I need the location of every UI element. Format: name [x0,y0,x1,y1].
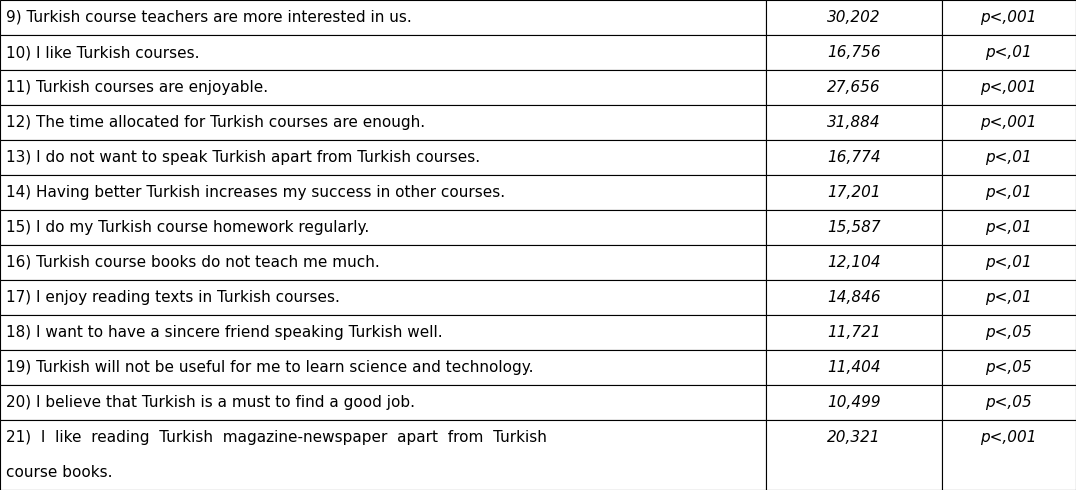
Bar [766,350,942,385]
Text: 17) I enjoy reading texts in Turkish courses.: 17) I enjoy reading texts in Turkish cou… [6,290,340,305]
Text: 18) I want to have a sincere friend speaking Turkish well.: 18) I want to have a sincere friend spea… [6,325,442,340]
Text: 14,846: 14,846 [827,290,880,305]
Bar [942,70,1076,105]
Bar [942,280,1076,315]
Bar [942,105,1076,140]
Bar [0,385,766,420]
Text: 19) Turkish will not be useful for me to learn science and technology.: 19) Turkish will not be useful for me to… [6,360,534,375]
Bar [942,0,1076,35]
Bar [942,140,1076,175]
Bar [0,105,766,140]
Text: 10,499: 10,499 [827,395,880,410]
Bar [766,420,942,490]
Text: 27,656: 27,656 [827,80,880,95]
Text: p<,01: p<,01 [986,150,1032,165]
Text: 9) Turkish course teachers are more interested in us.: 9) Turkish course teachers are more inte… [6,10,412,25]
Bar [942,35,1076,70]
Bar [942,420,1076,490]
Bar [0,245,766,280]
Text: course books.: course books. [6,465,113,480]
Bar [766,315,942,350]
Text: p<,001: p<,001 [980,80,1037,95]
Bar [766,245,942,280]
Text: 16,756: 16,756 [827,45,880,60]
Bar [0,0,766,35]
Text: 16) Turkish course books do not teach me much.: 16) Turkish course books do not teach me… [6,255,380,270]
Bar [766,385,942,420]
Text: 14) Having better Turkish increases my success in other courses.: 14) Having better Turkish increases my s… [6,185,505,200]
Bar [0,35,766,70]
Text: p<,01: p<,01 [986,220,1032,235]
Text: 11,404: 11,404 [827,360,880,375]
Bar [0,175,766,210]
Text: 10) I like Turkish courses.: 10) I like Turkish courses. [6,45,199,60]
Bar [766,140,942,175]
Bar [0,350,766,385]
Bar [942,385,1076,420]
Bar [942,175,1076,210]
Bar [0,280,766,315]
Text: p<,001: p<,001 [980,10,1037,25]
Bar [942,350,1076,385]
Text: 12) The time allocated for Turkish courses are enough.: 12) The time allocated for Turkish cours… [6,115,425,130]
Text: p<,01: p<,01 [986,255,1032,270]
Text: 11,721: 11,721 [827,325,880,340]
Bar [766,0,942,35]
Text: 17,201: 17,201 [827,185,880,200]
Text: 11) Turkish courses are enjoyable.: 11) Turkish courses are enjoyable. [6,80,268,95]
Bar [766,35,942,70]
Text: p<,05: p<,05 [986,325,1032,340]
Bar [766,210,942,245]
Text: 13) I do not want to speak Turkish apart from Turkish courses.: 13) I do not want to speak Turkish apart… [6,150,480,165]
Text: p<,05: p<,05 [986,395,1032,410]
Bar [0,315,766,350]
Text: p<,01: p<,01 [986,45,1032,60]
Bar [0,210,766,245]
Bar [766,105,942,140]
Text: 21)  I  like  reading  Turkish  magazine-newspaper  apart  from  Turkish: 21) I like reading Turkish magazine-news… [6,430,547,445]
Bar [942,315,1076,350]
Text: p<,001: p<,001 [980,430,1037,445]
Text: 30,202: 30,202 [827,10,880,25]
Text: 15,587: 15,587 [827,220,880,235]
Text: 20) I believe that Turkish is a must to find a good job.: 20) I believe that Turkish is a must to … [6,395,415,410]
Bar [942,210,1076,245]
Text: p<,05: p<,05 [986,360,1032,375]
Bar [766,280,942,315]
Bar [766,70,942,105]
Bar [942,245,1076,280]
Text: 31,884: 31,884 [827,115,880,130]
Bar [0,420,766,490]
Bar [766,175,942,210]
Text: 15) I do my Turkish course homework regularly.: 15) I do my Turkish course homework regu… [6,220,369,235]
Text: p<,001: p<,001 [980,115,1037,130]
Bar [0,70,766,105]
Text: 12,104: 12,104 [827,255,880,270]
Text: p<,01: p<,01 [986,185,1032,200]
Text: 16,774: 16,774 [827,150,880,165]
Text: p<,01: p<,01 [986,290,1032,305]
Bar [0,140,766,175]
Text: 20,321: 20,321 [827,430,880,445]
